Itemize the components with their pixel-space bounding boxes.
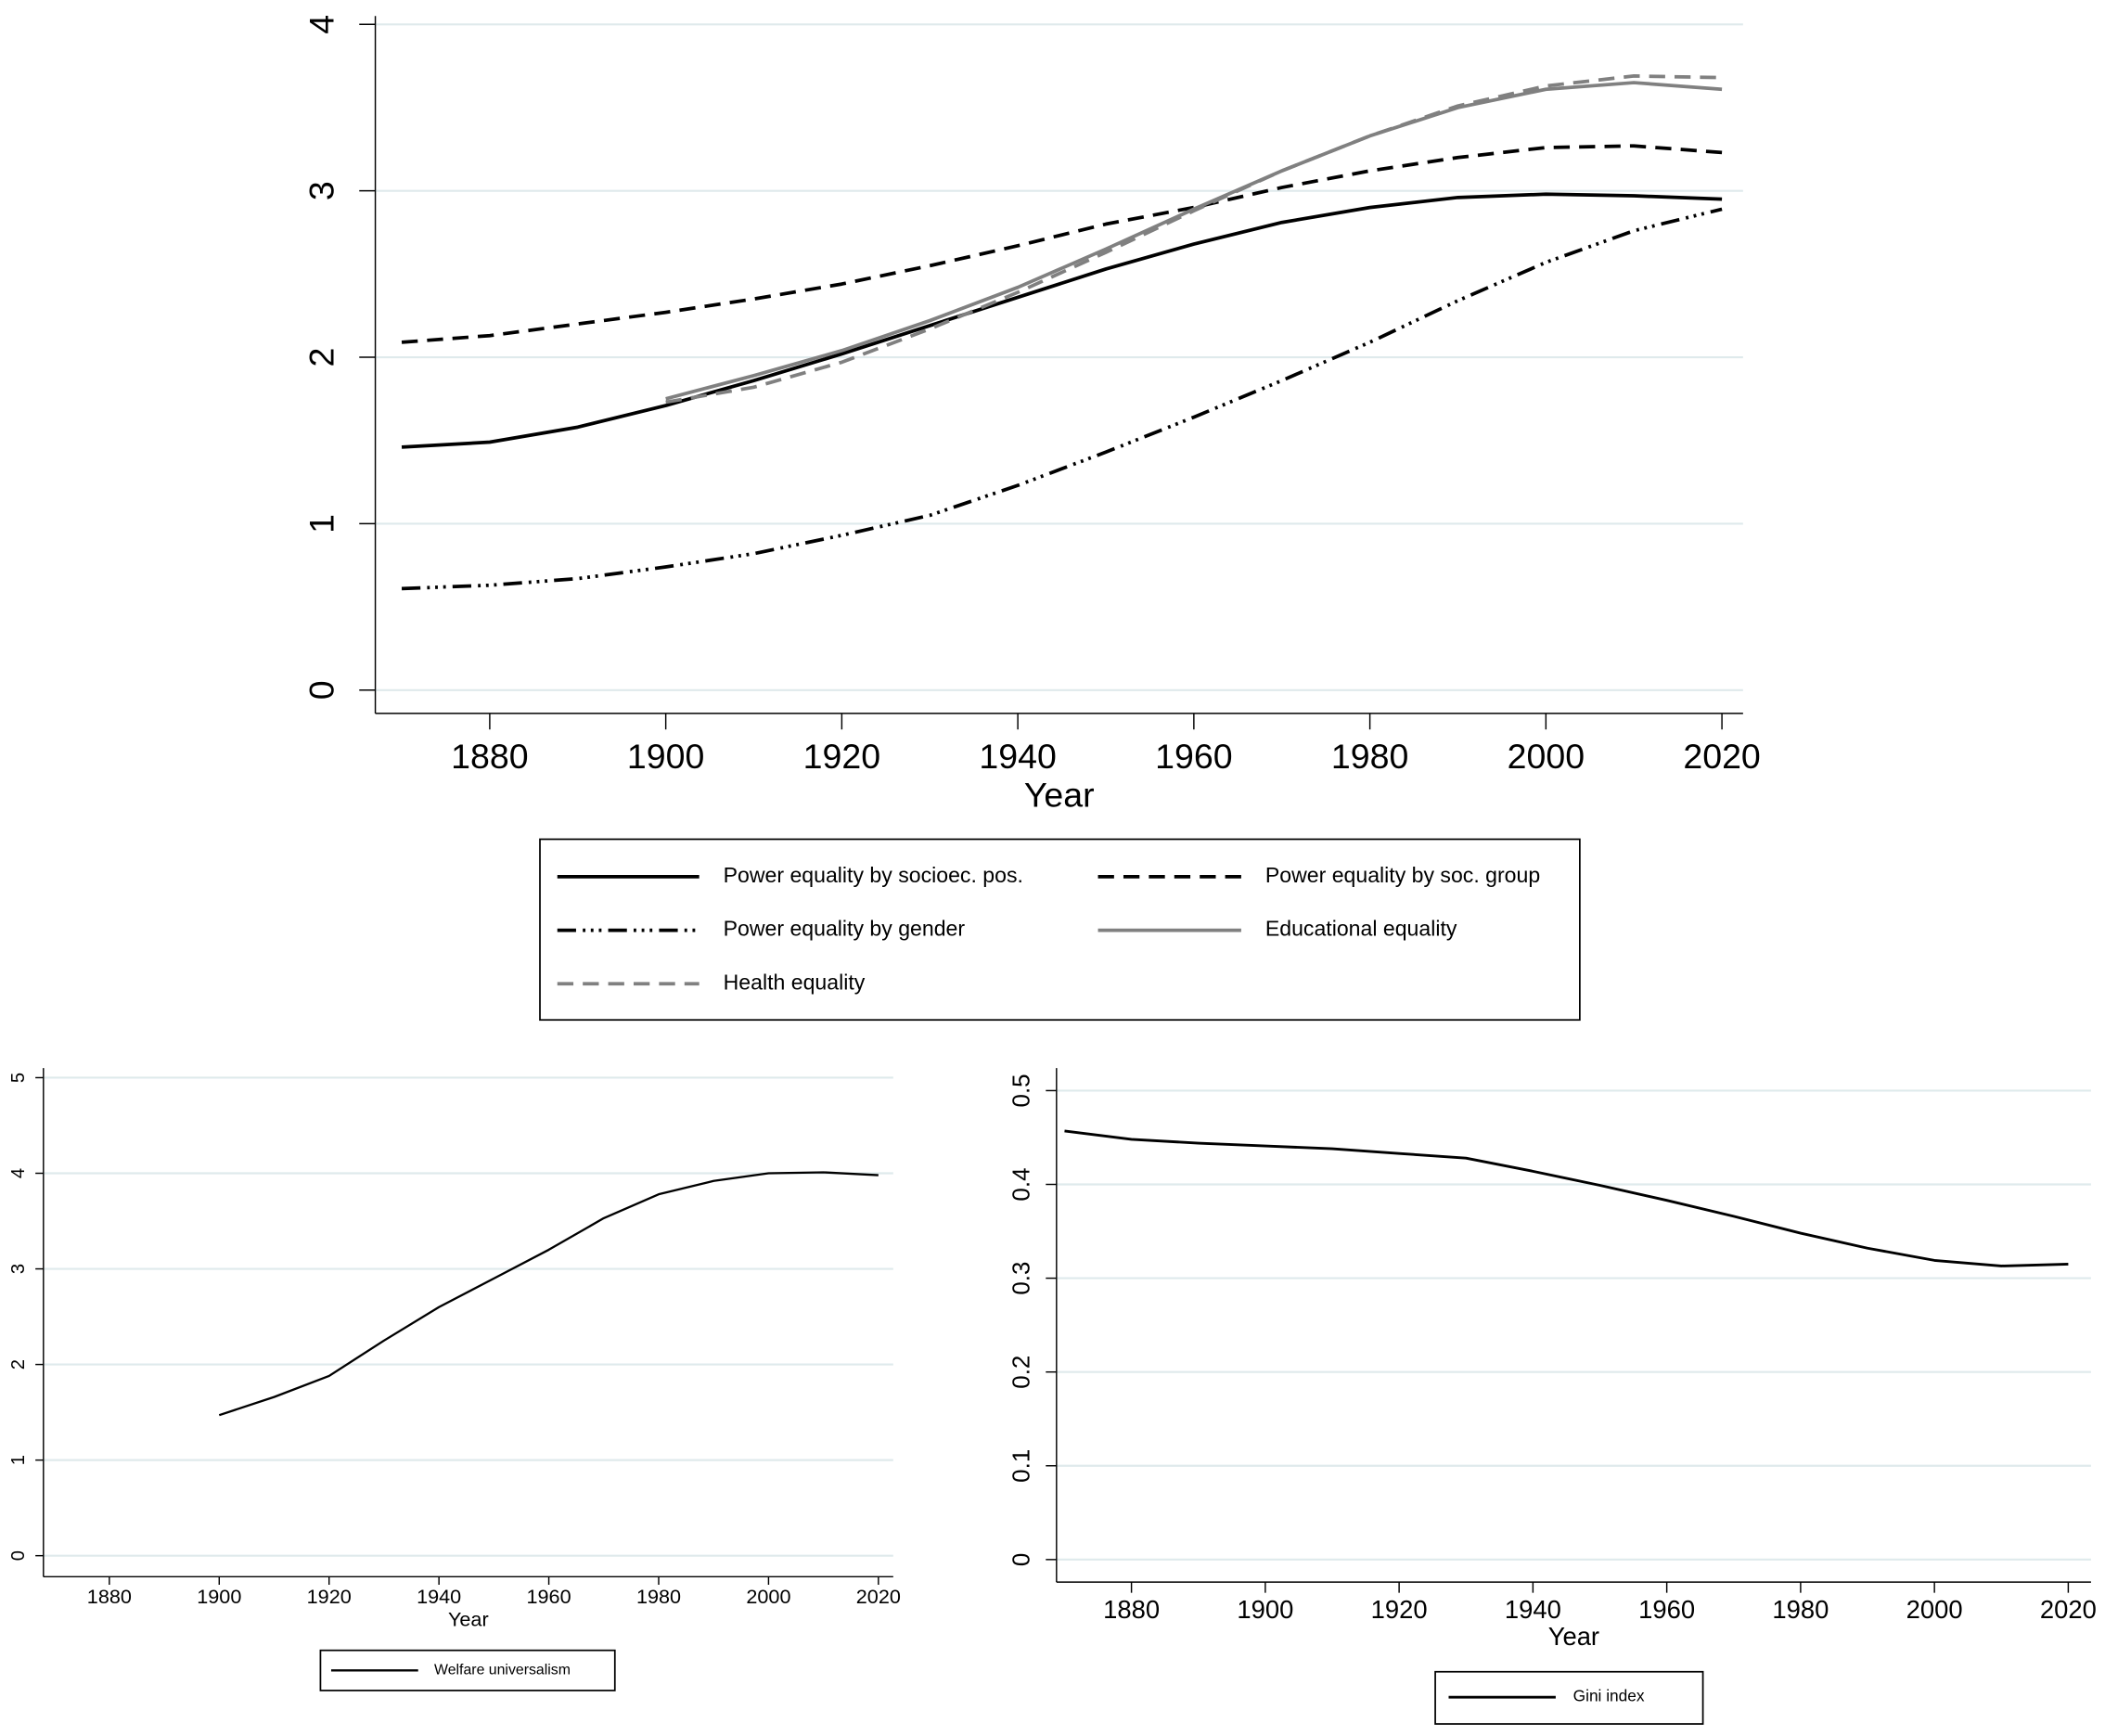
y-tick-label: 1 bbox=[8, 1455, 29, 1465]
y-tick-label: 2 bbox=[302, 348, 341, 367]
y-tick-label: 0 bbox=[8, 1550, 29, 1561]
y-tick-label: 3 bbox=[8, 1264, 29, 1274]
x-tick-label: 1940 bbox=[979, 737, 1056, 776]
y-tick-label: 0 bbox=[1008, 1553, 1035, 1566]
y-tick-label: 0.1 bbox=[1008, 1449, 1035, 1483]
x-tick-label: 2000 bbox=[746, 1585, 790, 1608]
data-line bbox=[1064, 1129, 2069, 1267]
x-tick-label: 1960 bbox=[527, 1585, 571, 1608]
y-tick-label: 4 bbox=[302, 15, 341, 34]
x-tick-label: 1940 bbox=[417, 1585, 461, 1608]
legend-label: Welfare universalism bbox=[434, 1663, 571, 1678]
x-tick-label: 1920 bbox=[307, 1585, 352, 1608]
x-tick-label: 1900 bbox=[197, 1585, 241, 1608]
x-tick-label: 1960 bbox=[1155, 737, 1232, 776]
y-tick-label: 2 bbox=[8, 1359, 29, 1370]
legend-label: Health equality bbox=[724, 970, 866, 994]
legend-label: Power equality by socioec. pos. bbox=[724, 863, 1023, 887]
legend-box bbox=[539, 838, 1581, 1022]
x-tick-label: 2020 bbox=[1683, 737, 1760, 776]
legend-label: Gini index bbox=[1573, 1687, 1645, 1705]
legend-label: Power equality by gender bbox=[724, 917, 966, 941]
x-tick-label: 2000 bbox=[1906, 1595, 1963, 1624]
x-tick-label: 1900 bbox=[627, 737, 704, 776]
x-tick-label: 1920 bbox=[803, 737, 880, 776]
y-tick-label: 4 bbox=[8, 1168, 29, 1178]
x-tick-label: 1940 bbox=[1505, 1595, 1561, 1624]
x-tick-label: 1880 bbox=[87, 1585, 132, 1608]
data-line bbox=[401, 207, 1723, 591]
y-tick-label: 3 bbox=[302, 181, 341, 200]
data-line bbox=[665, 74, 1723, 405]
x-tick-label: 2000 bbox=[1508, 737, 1585, 776]
x-tick-label: 1980 bbox=[1331, 737, 1408, 776]
x-tick-label: 1960 bbox=[1638, 1595, 1695, 1624]
x-tick-label: 1880 bbox=[1103, 1595, 1160, 1624]
data-line bbox=[218, 1171, 879, 1417]
y-tick-label: 0.3 bbox=[1008, 1262, 1035, 1295]
data-line bbox=[665, 81, 1723, 401]
x-tick-label: 1880 bbox=[451, 737, 528, 776]
data-line bbox=[401, 144, 1723, 344]
data-line bbox=[401, 192, 1723, 449]
x-tick-label: 1980 bbox=[1772, 1595, 1829, 1624]
y-tick-label: 0.2 bbox=[1008, 1356, 1035, 1389]
x-tick-label: 1920 bbox=[1371, 1595, 1428, 1624]
x-axis-label: Year bbox=[448, 1608, 489, 1631]
y-tick-label: 5 bbox=[8, 1073, 29, 1083]
x-axis-label: Year bbox=[1548, 1622, 1599, 1651]
x-axis-label: Year bbox=[1024, 776, 1095, 815]
y-tick-label: 0.5 bbox=[1008, 1074, 1035, 1107]
x-tick-label: 1980 bbox=[636, 1585, 681, 1608]
x-tick-label: 1900 bbox=[1237, 1595, 1293, 1624]
x-tick-label: 2020 bbox=[2040, 1595, 2097, 1624]
legend-label: Educational equality bbox=[1265, 917, 1457, 941]
y-tick-label: 0 bbox=[302, 680, 341, 700]
y-tick-label: 0.4 bbox=[1008, 1167, 1035, 1201]
legend-label: Power equality by soc. group bbox=[1265, 863, 1540, 887]
x-tick-label: 2020 bbox=[856, 1585, 901, 1608]
y-tick-label: 1 bbox=[302, 514, 341, 534]
